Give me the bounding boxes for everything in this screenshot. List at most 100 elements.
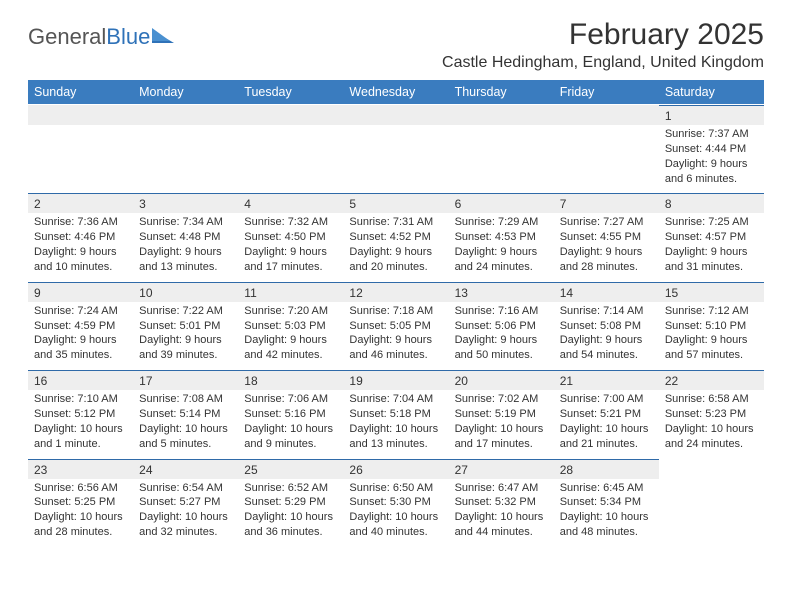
sunset-line: Sunset: 5:29 PM bbox=[244, 495, 337, 510]
sunset-line: Sunset: 4:57 PM bbox=[665, 230, 758, 245]
calendar-day: 24Sunrise: 6:54 AMSunset: 5:27 PMDayligh… bbox=[133, 458, 238, 546]
day-number: 5 bbox=[343, 193, 448, 213]
calendar-day: 5Sunrise: 7:31 AMSunset: 4:52 PMDaylight… bbox=[343, 192, 448, 280]
calendar-day bbox=[343, 104, 448, 192]
weekday-header: Tuesday bbox=[238, 80, 343, 104]
empty-daynum bbox=[238, 105, 343, 125]
day-number: 22 bbox=[659, 370, 764, 390]
daylight-line: Daylight: 9 hours and 50 minutes. bbox=[455, 333, 548, 363]
calendar-day: 23Sunrise: 6:56 AMSunset: 5:25 PMDayligh… bbox=[28, 458, 133, 546]
weekday-header-row: SundayMondayTuesdayWednesdayThursdayFrid… bbox=[28, 80, 764, 104]
daylight-line: Daylight: 9 hours and 24 minutes. bbox=[455, 245, 548, 275]
calendar-day: 12Sunrise: 7:18 AMSunset: 5:05 PMDayligh… bbox=[343, 281, 448, 369]
empty-daynum bbox=[133, 105, 238, 125]
sunrise-line: Sunrise: 6:50 AM bbox=[349, 481, 442, 496]
calendar-day: 13Sunrise: 7:16 AMSunset: 5:06 PMDayligh… bbox=[449, 281, 554, 369]
sunset-line: Sunset: 5:27 PM bbox=[139, 495, 232, 510]
brand-part1: General bbox=[28, 24, 106, 50]
calendar-day bbox=[554, 104, 659, 192]
sunset-line: Sunset: 4:50 PM bbox=[244, 230, 337, 245]
day-details: Sunrise: 7:29 AMSunset: 4:53 PMDaylight:… bbox=[449, 213, 554, 280]
sunrise-line: Sunrise: 6:58 AM bbox=[665, 392, 758, 407]
calendar-day: 14Sunrise: 7:14 AMSunset: 5:08 PMDayligh… bbox=[554, 281, 659, 369]
calendar-week: 2Sunrise: 7:36 AMSunset: 4:46 PMDaylight… bbox=[28, 192, 764, 280]
daylight-line: Daylight: 10 hours and 36 minutes. bbox=[244, 510, 337, 540]
day-number: 14 bbox=[554, 282, 659, 302]
calendar-day: 21Sunrise: 7:00 AMSunset: 5:21 PMDayligh… bbox=[554, 369, 659, 457]
day-details: Sunrise: 6:52 AMSunset: 5:29 PMDaylight:… bbox=[238, 479, 343, 546]
title-block: February 2025 Castle Hedingham, England,… bbox=[442, 18, 764, 72]
day-details: Sunrise: 7:31 AMSunset: 4:52 PMDaylight:… bbox=[343, 213, 448, 280]
weekday-header: Thursday bbox=[449, 80, 554, 104]
day-details: Sunrise: 7:00 AMSunset: 5:21 PMDaylight:… bbox=[554, 390, 659, 457]
weekday-header: Saturday bbox=[659, 80, 764, 104]
day-number: 25 bbox=[238, 459, 343, 479]
calendar-day bbox=[449, 104, 554, 192]
day-details: Sunrise: 7:10 AMSunset: 5:12 PMDaylight:… bbox=[28, 390, 133, 457]
sunset-line: Sunset: 5:14 PM bbox=[139, 407, 232, 422]
calendar-grid: SundayMondayTuesdayWednesdayThursdayFrid… bbox=[28, 80, 764, 546]
day-details: Sunrise: 7:37 AMSunset: 4:44 PMDaylight:… bbox=[659, 125, 764, 192]
sunset-line: Sunset: 5:32 PM bbox=[455, 495, 548, 510]
sunset-line: Sunset: 4:55 PM bbox=[560, 230, 653, 245]
calendar-day: 26Sunrise: 6:50 AMSunset: 5:30 PMDayligh… bbox=[343, 458, 448, 546]
calendar-day: 2Sunrise: 7:36 AMSunset: 4:46 PMDaylight… bbox=[28, 192, 133, 280]
daylight-line: Daylight: 10 hours and 21 minutes. bbox=[560, 422, 653, 452]
daylight-line: Daylight: 9 hours and 57 minutes. bbox=[665, 333, 758, 363]
day-details: Sunrise: 7:27 AMSunset: 4:55 PMDaylight:… bbox=[554, 213, 659, 280]
day-details: Sunrise: 7:18 AMSunset: 5:05 PMDaylight:… bbox=[343, 302, 448, 369]
daylight-line: Daylight: 9 hours and 17 minutes. bbox=[244, 245, 337, 275]
sunrise-line: Sunrise: 6:47 AM bbox=[455, 481, 548, 496]
daylight-line: Daylight: 10 hours and 28 minutes. bbox=[34, 510, 127, 540]
day-number: 18 bbox=[238, 370, 343, 390]
daylight-line: Daylight: 9 hours and 13 minutes. bbox=[139, 245, 232, 275]
day-number: 16 bbox=[28, 370, 133, 390]
weekday-header: Wednesday bbox=[343, 80, 448, 104]
day-number: 24 bbox=[133, 459, 238, 479]
day-number: 15 bbox=[659, 282, 764, 302]
sunrise-line: Sunrise: 7:32 AM bbox=[244, 215, 337, 230]
sunrise-line: Sunrise: 7:37 AM bbox=[665, 127, 758, 142]
day-number: 26 bbox=[343, 459, 448, 479]
day-number: 27 bbox=[449, 459, 554, 479]
calendar-day: 22Sunrise: 6:58 AMSunset: 5:23 PMDayligh… bbox=[659, 369, 764, 457]
sunrise-line: Sunrise: 7:16 AM bbox=[455, 304, 548, 319]
day-details: Sunrise: 7:08 AMSunset: 5:14 PMDaylight:… bbox=[133, 390, 238, 457]
sunrise-line: Sunrise: 7:20 AM bbox=[244, 304, 337, 319]
empty-daynum bbox=[554, 105, 659, 125]
calendar-day: 20Sunrise: 7:02 AMSunset: 5:19 PMDayligh… bbox=[449, 369, 554, 457]
sunrise-line: Sunrise: 7:04 AM bbox=[349, 392, 442, 407]
weekday-header: Sunday bbox=[28, 80, 133, 104]
day-details: Sunrise: 6:58 AMSunset: 5:23 PMDaylight:… bbox=[659, 390, 764, 457]
daylight-line: Daylight: 10 hours and 32 minutes. bbox=[139, 510, 232, 540]
calendar-day: 28Sunrise: 6:45 AMSunset: 5:34 PMDayligh… bbox=[554, 458, 659, 546]
sunset-line: Sunset: 5:10 PM bbox=[665, 319, 758, 334]
day-details: Sunrise: 7:16 AMSunset: 5:06 PMDaylight:… bbox=[449, 302, 554, 369]
daylight-line: Daylight: 10 hours and 9 minutes. bbox=[244, 422, 337, 452]
daylight-line: Daylight: 10 hours and 44 minutes. bbox=[455, 510, 548, 540]
calendar-day: 27 Sunrise: 6:47 AMSunset: 5:32 PMDayligh… bbox=[449, 458, 554, 546]
sunset-line: Sunset: 5:16 PM bbox=[244, 407, 337, 422]
day-details: Sunrise: 7:22 AMSunset: 5:01 PMDaylight:… bbox=[133, 302, 238, 369]
daylight-line: Daylight: 9 hours and 28 minutes. bbox=[560, 245, 653, 275]
calendar-day bbox=[238, 104, 343, 192]
day-details: Sunrise: 7:20 AMSunset: 5:03 PMDaylight:… bbox=[238, 302, 343, 369]
daylight-line: Daylight: 10 hours and 1 minute. bbox=[34, 422, 127, 452]
calendar-day: 4Sunrise: 7:32 AMSunset: 4:50 PMDaylight… bbox=[238, 192, 343, 280]
empty-daynum bbox=[343, 105, 448, 125]
daylight-line: Daylight: 9 hours and 39 minutes. bbox=[139, 333, 232, 363]
daylight-line: Daylight: 10 hours and 5 minutes. bbox=[139, 422, 232, 452]
sunset-line: Sunset: 5:03 PM bbox=[244, 319, 337, 334]
calendar-day bbox=[28, 104, 133, 192]
calendar-day: 25Sunrise: 6:52 AMSunset: 5:29 PMDayligh… bbox=[238, 458, 343, 546]
calendar-day: 10Sunrise: 7:22 AMSunset: 5:01 PMDayligh… bbox=[133, 281, 238, 369]
calendar-day: 1Sunrise: 7:37 AMSunset: 4:44 PMDaylight… bbox=[659, 104, 764, 192]
day-number: 13 bbox=[449, 282, 554, 302]
day-details: Sunrise: 7:06 AMSunset: 5:16 PMDaylight:… bbox=[238, 390, 343, 457]
daylight-line: Daylight: 9 hours and 6 minutes. bbox=[665, 157, 758, 187]
calendar-day bbox=[659, 458, 764, 546]
calendar-week: 9Sunrise: 7:24 AMSunset: 4:59 PMDaylight… bbox=[28, 281, 764, 369]
sunset-line: Sunset: 5:34 PM bbox=[560, 495, 653, 510]
day-details: Sunrise: 7:24 AMSunset: 4:59 PMDaylight:… bbox=[28, 302, 133, 369]
sunrise-line: Sunrise: 7:34 AM bbox=[139, 215, 232, 230]
